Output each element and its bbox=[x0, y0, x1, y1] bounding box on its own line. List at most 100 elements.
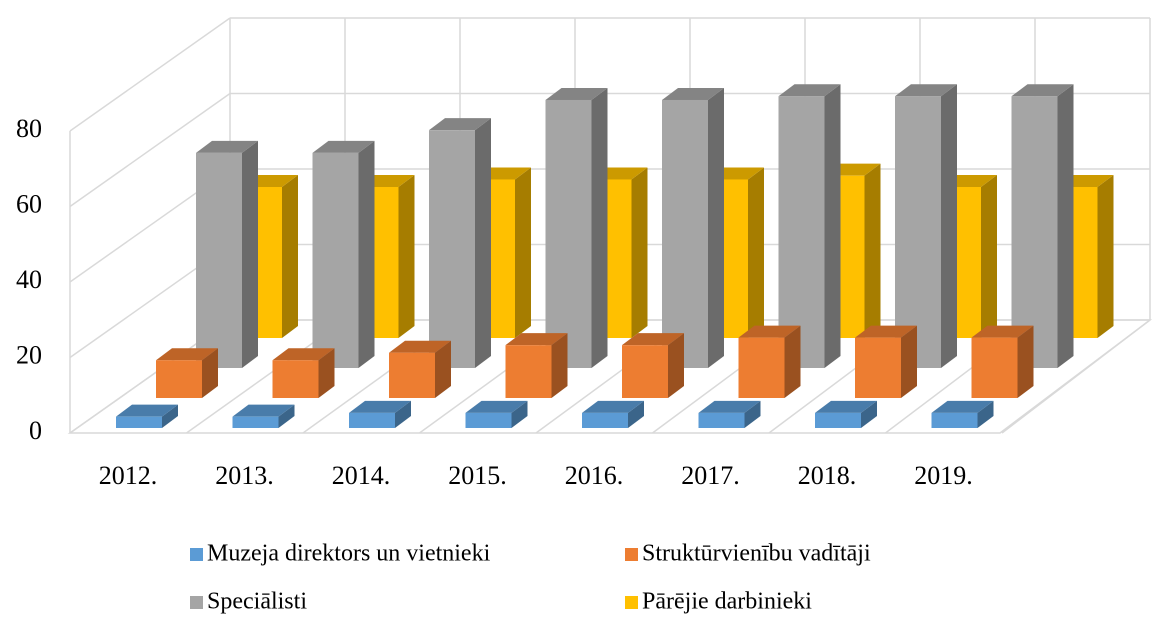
legend-swatch bbox=[190, 548, 203, 561]
bar-top bbox=[931, 400, 994, 413]
bar-front bbox=[196, 152, 242, 368]
bar-top bbox=[272, 348, 335, 361]
bar bbox=[778, 84, 841, 368]
bar-side bbox=[1097, 175, 1114, 338]
bar bbox=[738, 325, 801, 398]
bar-top bbox=[738, 325, 801, 338]
bar-top bbox=[429, 118, 491, 131]
x-tick-label: 2013. bbox=[215, 461, 274, 490]
bar-front bbox=[272, 360, 319, 398]
x-tick-label: 2019. bbox=[914, 461, 973, 490]
grid-line bbox=[69, 17, 231, 132]
legend-label: Pārējie darbinieki bbox=[642, 589, 812, 615]
bar-front bbox=[312, 152, 359, 368]
bar-top bbox=[815, 400, 877, 413]
x-tick-label: 2018. bbox=[798, 461, 857, 490]
bar-top bbox=[971, 325, 1034, 338]
y-tick-label: 0 bbox=[29, 416, 42, 445]
bar-side bbox=[395, 400, 411, 428]
grid-line bbox=[69, 92, 231, 208]
bar bbox=[389, 340, 451, 398]
bar-top bbox=[662, 87, 724, 100]
bar-front bbox=[622, 345, 668, 398]
bar-side bbox=[162, 404, 178, 428]
bar-side bbox=[981, 175, 997, 338]
bar-side bbox=[631, 167, 648, 338]
bar-side bbox=[1057, 84, 1074, 368]
bar bbox=[272, 348, 335, 398]
y-tick-label: 20 bbox=[16, 340, 42, 369]
bar-top bbox=[116, 404, 178, 417]
bar-front bbox=[698, 412, 745, 428]
bar bbox=[429, 118, 491, 368]
bar-side bbox=[784, 325, 801, 398]
legend-label: Muzeja direktors un vietnieki bbox=[207, 541, 491, 567]
bar-side bbox=[748, 167, 764, 338]
bar-front bbox=[815, 412, 861, 428]
bar-side bbox=[435, 340, 451, 398]
x-tick-label: 2012. bbox=[99, 461, 158, 490]
bar-front bbox=[505, 345, 552, 398]
bar-side bbox=[977, 400, 994, 428]
bar bbox=[662, 87, 724, 368]
bar-top bbox=[778, 84, 841, 97]
bar-side bbox=[398, 175, 415, 338]
bar-top bbox=[232, 404, 295, 417]
legend-swatch bbox=[190, 596, 203, 609]
bar-side bbox=[744, 400, 761, 428]
bar bbox=[1011, 84, 1074, 368]
bar-front bbox=[156, 360, 202, 398]
bar-side bbox=[282, 175, 298, 338]
bar-side bbox=[941, 84, 957, 368]
bar-front bbox=[232, 416, 279, 428]
bar-side bbox=[824, 84, 841, 368]
legend-label: Speciālisti bbox=[207, 589, 307, 615]
bar-top bbox=[465, 400, 528, 413]
bar-top bbox=[1011, 84, 1074, 97]
bar bbox=[349, 400, 411, 428]
bar bbox=[582, 400, 644, 428]
bar bbox=[196, 140, 258, 368]
x-tick-label: 2014. bbox=[332, 461, 391, 490]
bar-side bbox=[511, 400, 528, 428]
bar-front bbox=[389, 352, 435, 398]
bar-front bbox=[582, 412, 628, 428]
bar bbox=[622, 333, 684, 398]
bar-top bbox=[312, 140, 375, 153]
bar-front bbox=[116, 416, 162, 428]
bar-side bbox=[358, 140, 375, 368]
bar-top bbox=[622, 333, 684, 346]
bar-side bbox=[668, 333, 684, 398]
legend-label: Struktūrvienību vadītāji bbox=[642, 541, 871, 567]
bar-front bbox=[738, 337, 785, 398]
bar bbox=[465, 400, 528, 428]
bar-front bbox=[545, 99, 592, 368]
bar-front bbox=[778, 96, 825, 368]
bar-front bbox=[971, 337, 1018, 398]
bar bbox=[505, 333, 568, 398]
bar-side bbox=[708, 87, 724, 368]
bar-side bbox=[202, 348, 218, 398]
bar-top bbox=[505, 333, 568, 346]
bar-front bbox=[895, 96, 941, 368]
bar-front bbox=[465, 412, 512, 428]
bar bbox=[895, 84, 957, 368]
bar-side bbox=[591, 87, 608, 368]
bar bbox=[855, 325, 917, 398]
bar-side bbox=[515, 167, 531, 338]
bar-side bbox=[864, 163, 881, 338]
bar-front bbox=[429, 130, 475, 368]
bar-front bbox=[1011, 96, 1058, 368]
bar bbox=[815, 400, 877, 428]
bar-side bbox=[475, 118, 491, 368]
bar-side bbox=[1017, 325, 1034, 398]
bar-front bbox=[662, 99, 708, 368]
x-tick-label: 2016. bbox=[565, 461, 624, 490]
y-tick-label: 40 bbox=[16, 265, 42, 294]
bar bbox=[116, 404, 178, 428]
bar-side bbox=[901, 325, 917, 398]
bar-top bbox=[582, 400, 644, 413]
bar-side bbox=[551, 333, 568, 398]
bar-side bbox=[628, 400, 644, 428]
bar-top bbox=[895, 84, 957, 97]
